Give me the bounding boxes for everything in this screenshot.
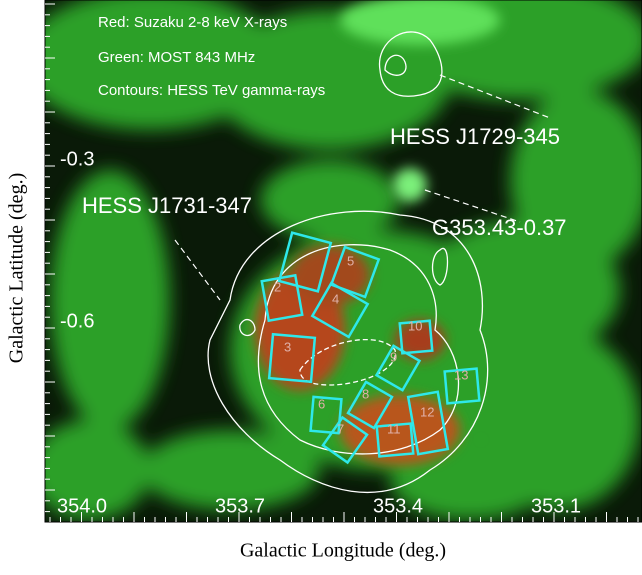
sky-image: [20, 0, 642, 522]
x-tick-label: 353.1: [531, 495, 581, 517]
region-label: 4: [332, 291, 339, 306]
region-label: 11: [387, 421, 401, 436]
region-label: 8: [362, 386, 369, 401]
region-label: 6: [318, 396, 325, 411]
x-tick-label: 353.4: [373, 495, 423, 517]
region-label: 10: [408, 318, 422, 333]
region-label: 3: [284, 339, 291, 354]
figure: Red: Suzaku 2-8 keV X-rays Green: MOST 84…: [0, 0, 642, 570]
y-tick-label: -0.6: [60, 310, 94, 332]
y-tick-label: -0.3: [60, 148, 94, 170]
region-label: 13: [454, 367, 468, 382]
source-label: G353.43-0.37: [432, 215, 567, 240]
legend-text: Green: MOST 843 MHz: [98, 49, 255, 66]
region-label: 5: [347, 253, 354, 268]
region-label: 2: [274, 279, 281, 294]
legend-text: Red: Suzaku 2-8 keV X-rays: [98, 14, 287, 31]
region-label: 7: [337, 421, 344, 436]
region-label: 12: [420, 404, 434, 419]
source-label: HESS J1731-347: [82, 193, 252, 218]
y-axis-title: Galactic Latitude (deg.): [6, 173, 28, 363]
region-label: 9: [390, 349, 397, 364]
x-tick-label: 354.0: [57, 495, 107, 517]
x-tick-label: 353.7: [215, 495, 265, 517]
x-axis-title: Galactic Longitude (deg.): [240, 540, 446, 562]
legend-text: Contours: HESS TeV gamma-rays: [98, 82, 325, 99]
source-label: HESS J1729-345: [390, 124, 560, 149]
